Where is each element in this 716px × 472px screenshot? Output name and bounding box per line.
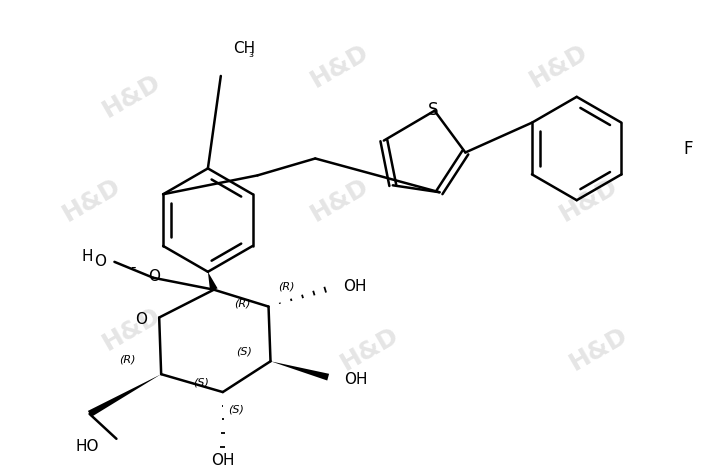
Text: H&D: H&D xyxy=(565,323,632,376)
Text: H&D: H&D xyxy=(98,303,165,355)
Polygon shape xyxy=(88,374,161,417)
Text: S: S xyxy=(428,101,439,119)
Text: H&D: H&D xyxy=(58,174,125,227)
Polygon shape xyxy=(208,272,218,291)
Text: H: H xyxy=(81,249,92,264)
Polygon shape xyxy=(271,361,329,380)
Text: (S): (S) xyxy=(193,377,209,387)
Text: (R): (R) xyxy=(279,282,295,292)
Text: H&D: H&D xyxy=(306,174,374,227)
Text: H&D: H&D xyxy=(526,40,592,92)
Text: (R): (R) xyxy=(233,299,250,309)
Text: (S): (S) xyxy=(236,346,251,356)
Text: ₃: ₃ xyxy=(248,47,253,59)
Text: (S): (S) xyxy=(228,405,243,415)
Text: O: O xyxy=(148,269,160,284)
Text: OH: OH xyxy=(343,279,367,294)
Text: O: O xyxy=(135,312,147,327)
Text: -: - xyxy=(130,259,136,274)
Text: H&D: H&D xyxy=(98,70,165,122)
Text: O: O xyxy=(95,254,107,270)
Text: H&D: H&D xyxy=(555,174,622,227)
Text: F: F xyxy=(683,140,692,158)
Text: H&D: H&D xyxy=(337,323,403,376)
Text: H&D: H&D xyxy=(306,40,374,92)
Text: CH: CH xyxy=(233,41,255,56)
Text: OH: OH xyxy=(211,453,235,468)
Text: OH: OH xyxy=(344,371,367,387)
Text: (R): (R) xyxy=(120,354,136,364)
Text: HO: HO xyxy=(75,439,99,454)
